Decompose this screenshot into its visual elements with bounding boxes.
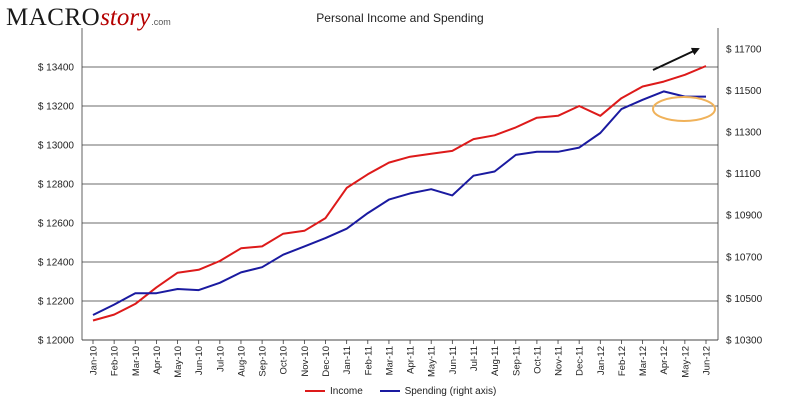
y-left-tick-label: $ 12600 bbox=[38, 219, 75, 230]
annotations bbox=[652, 47, 716, 122]
series-lines bbox=[92, 65, 707, 322]
macrostory-logo: MACROstory.com bbox=[6, 4, 171, 32]
y-left-tick-label: $ 13400 bbox=[38, 63, 75, 74]
x-tick-label: Jul-11 bbox=[469, 346, 480, 371]
y-right-tick-label: $ 11300 bbox=[726, 128, 762, 139]
x-tick-label: Mar-11 bbox=[384, 346, 395, 375]
series-line-spending bbox=[92, 90, 706, 316]
y-right-tick-label: $ 10500 bbox=[726, 294, 763, 305]
x-tick-label: May-12 bbox=[680, 346, 691, 378]
legend-swatch-income bbox=[305, 390, 325, 392]
x-tick-label: Jan-12 bbox=[596, 346, 607, 375]
x-tick-label: Oct-11 bbox=[532, 346, 543, 374]
x-tick-label: Jan-11 bbox=[342, 346, 353, 374]
y-right-tick-label: $ 11500 bbox=[726, 86, 762, 97]
x-tick-label: Dec-10 bbox=[321, 346, 332, 377]
y-left-tick-label: $ 13200 bbox=[38, 102, 75, 113]
highlight-ellipse bbox=[652, 96, 716, 122]
logo-story-text: story bbox=[100, 4, 151, 31]
x-tick-label: Jun-10 bbox=[194, 346, 205, 375]
logo-macro-text: MACRO bbox=[6, 4, 101, 31]
legend-item-spending: Spending (right axis) bbox=[379, 385, 497, 397]
chart-title: Personal Income and Spending bbox=[316, 11, 484, 25]
y-right-tick-label: $ 10900 bbox=[726, 211, 763, 222]
x-tick-label: Mar-12 bbox=[638, 346, 649, 376]
tick-labels: $ 12000 $ 12200 $ 12400 $ 12600 $ 12800 $ 130… bbox=[38, 44, 763, 377]
x-tick-label: Feb-12 bbox=[617, 346, 628, 376]
y-right-tick-label: $ 11700 bbox=[726, 44, 762, 55]
x-tick-label: Aug-11 bbox=[490, 346, 501, 376]
x-tick-label: Apr-12 bbox=[659, 346, 670, 375]
x-tick-label: Jan-10 bbox=[89, 346, 100, 375]
y-left-tick-label: $ 12000 bbox=[38, 336, 75, 347]
legend-item-income: Income bbox=[305, 386, 363, 397]
x-tick-label: Sep-10 bbox=[258, 346, 269, 377]
x-tick-label: May-10 bbox=[173, 346, 184, 378]
legend-label-income: Income bbox=[330, 385, 363, 397]
x-tick-label: Oct-10 bbox=[279, 346, 290, 375]
legend-swatch-spending bbox=[379, 390, 400, 392]
x-tick-label: Dec-11 bbox=[575, 346, 586, 376]
y-left-tick-label: $ 12200 bbox=[38, 297, 75, 308]
y-left-tick-label: $ 12400 bbox=[38, 258, 75, 269]
chart-legend: Income Spending (right axis) bbox=[305, 384, 510, 397]
y-left-tick-label: $ 13000 bbox=[38, 141, 75, 152]
x-tick-label: Jun-11 bbox=[448, 346, 459, 374]
x-tick-label: Nov-10 bbox=[300, 346, 311, 377]
logo-dotcom-text: .com bbox=[151, 17, 171, 27]
x-tick-label: Nov-11 bbox=[554, 346, 565, 376]
y-right-tick-label: $ 11100 bbox=[726, 169, 761, 180]
x-tick-label: Feb-10 bbox=[110, 346, 121, 376]
axes bbox=[81, 28, 719, 344]
x-tick-label: Apr-10 bbox=[152, 346, 163, 375]
y-right-tick-label: $ 10700 bbox=[726, 252, 763, 263]
x-tick-label: Jun-12 bbox=[702, 346, 713, 375]
y-right-tick-label: $ 10300 bbox=[726, 336, 763, 347]
y-left-tick-label: $ 12800 bbox=[38, 180, 75, 191]
legend-label-spending: Spending (right axis) bbox=[404, 385, 497, 397]
x-tick-label: Jul-10 bbox=[215, 346, 226, 372]
x-tick-label: May-11 bbox=[427, 346, 438, 377]
x-tick-label: Apr-11 bbox=[406, 346, 417, 374]
trend-arrow bbox=[652, 47, 700, 71]
x-tick-label: Aug-10 bbox=[236, 346, 247, 377]
series-line-income bbox=[92, 65, 707, 322]
x-tick-label: Mar-10 bbox=[131, 346, 142, 376]
x-tick-label: Feb-11 bbox=[363, 346, 374, 375]
x-tick-label: Sep-11 bbox=[511, 346, 522, 376]
